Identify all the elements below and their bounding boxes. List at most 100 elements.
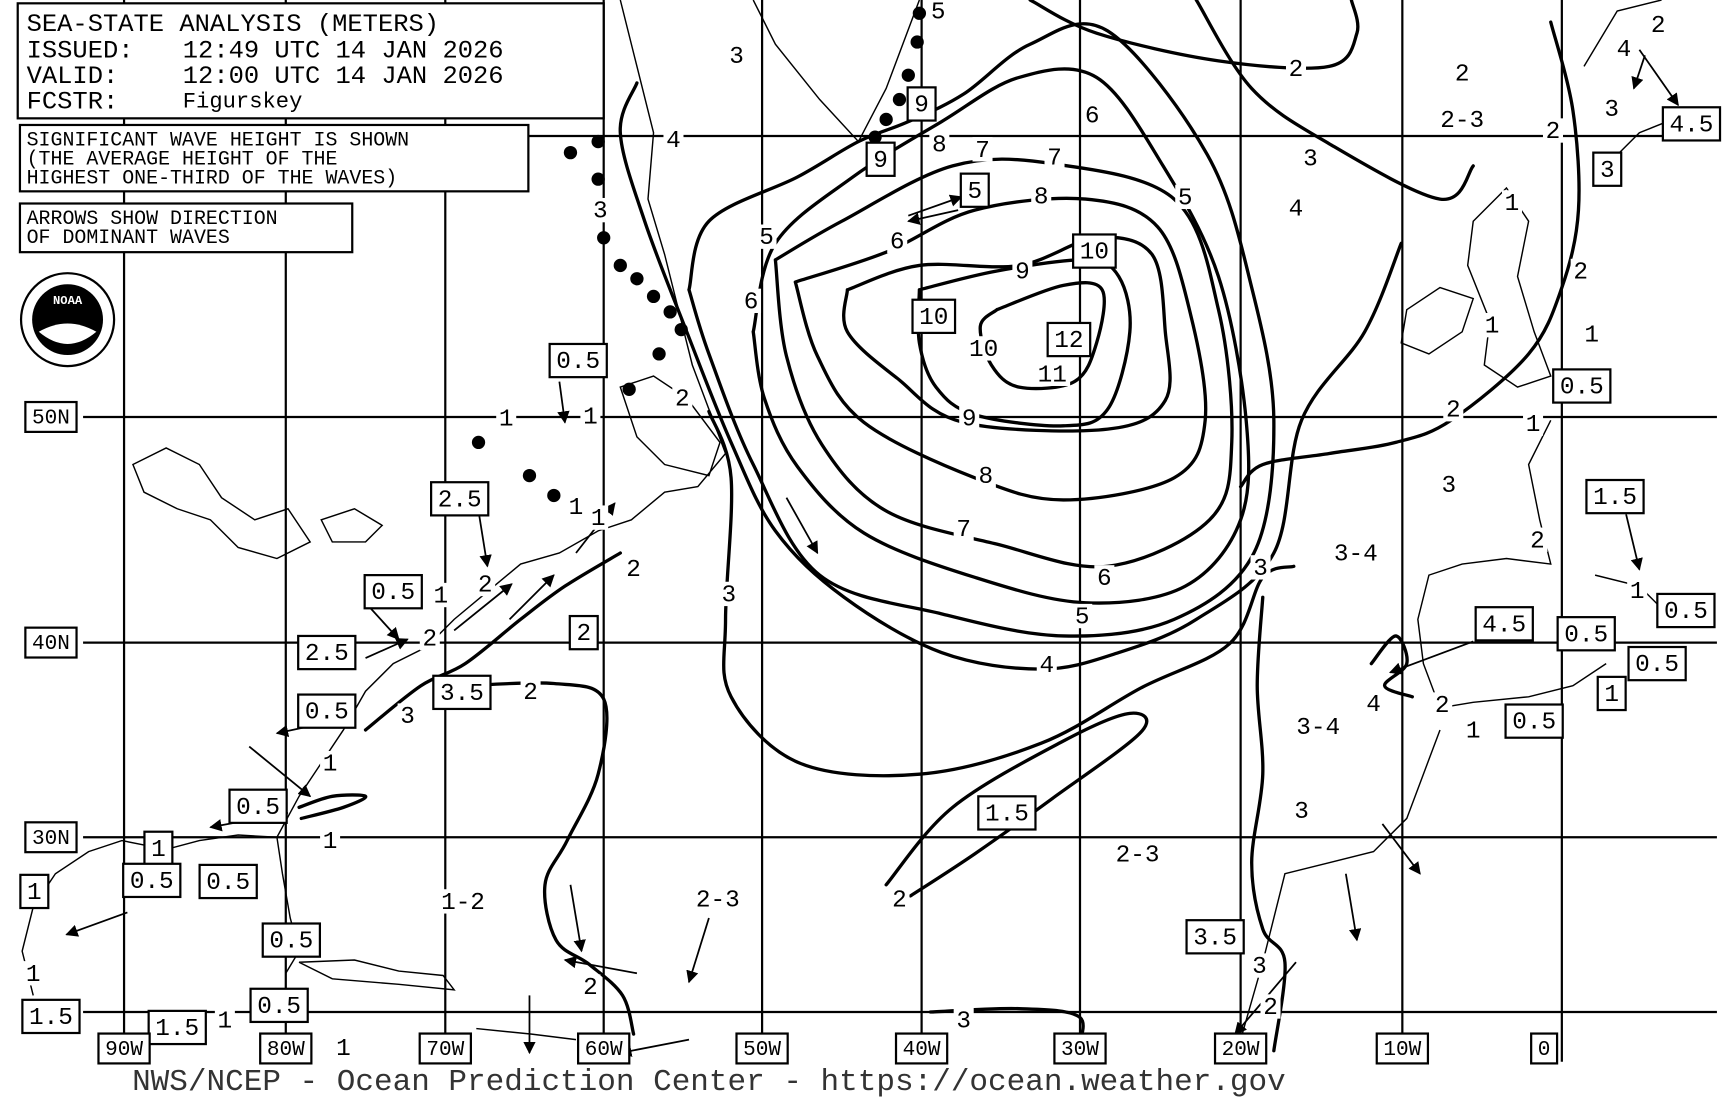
boxed-label-box — [1656, 592, 1716, 629]
note: ARROWS SHOW DIRECTION — [27, 207, 278, 230]
contour — [1369, 634, 1414, 699]
boxed-label-box — [1556, 616, 1616, 652]
contour-label-bg — [959, 405, 980, 431]
boxed-label: 0.5 — [257, 994, 301, 1021]
contour — [884, 711, 1149, 898]
ice-dot — [910, 35, 924, 49]
contour-label: 2 — [675, 387, 690, 414]
contour-label-bg — [430, 582, 451, 608]
contour-label: 9 — [1015, 260, 1030, 287]
ice-dot — [663, 305, 677, 319]
ice-dot — [901, 68, 915, 82]
boxed-label-box — [568, 614, 599, 651]
contours — [297, 0, 1581, 1058]
contour-label: 2 — [892, 888, 907, 915]
contour-label-bg — [475, 571, 496, 597]
ice-dot — [646, 289, 661, 304]
noaa-logo: NOAA — [19, 272, 116, 368]
contour-label: 1 — [323, 829, 338, 856]
contour-label: 3 — [1294, 799, 1309, 826]
contour-label: 1 — [1526, 412, 1541, 439]
contour-label: 7 — [956, 517, 971, 544]
wave-arrow — [907, 209, 959, 225]
contour-label-bg — [741, 288, 762, 313]
boxed-label: 3.5 — [440, 681, 484, 708]
boxed-label-box — [432, 674, 492, 711]
contour-label-bg — [580, 403, 601, 429]
wave-arrow — [453, 583, 513, 632]
contour-label-bg — [889, 887, 910, 912]
boxed-label-box — [1592, 151, 1623, 187]
wave-arrow — [1638, 49, 1679, 107]
contour-label-bg — [1249, 953, 1270, 978]
contour-label: 8 — [979, 464, 994, 491]
logo-label: NOAA — [53, 294, 83, 308]
boxed-label-box — [1072, 233, 1117, 269]
contour-label-bg — [663, 127, 684, 152]
contour-label: 2 — [1530, 528, 1545, 555]
longitude-label-box — [97, 1032, 151, 1065]
wave-arrow — [65, 911, 128, 937]
contour-label-bg — [953, 516, 974, 541]
longitude-label-box — [1213, 1032, 1268, 1065]
contour-label: 7 — [975, 138, 990, 165]
longitude-label-box — [418, 1032, 472, 1065]
longitude-label: 70W — [426, 1038, 464, 1062]
boxed-label-box — [198, 863, 258, 900]
contour-label: 2 — [626, 557, 641, 584]
contour-label: 1 — [1584, 323, 1599, 350]
contour-label: 3 — [1604, 97, 1619, 124]
longitude-label: 40W — [903, 1038, 941, 1062]
boxed-label: 0.5 — [1560, 375, 1604, 402]
longitude-label: 30W — [1061, 1038, 1099, 1062]
boxed-label: 10 — [1080, 240, 1109, 267]
header-box: SEA-STATE ANALYSIS (METERS) ISSUED: 12:4… — [16, 2, 605, 120]
contour-label: 2 — [1573, 260, 1588, 287]
longitude-label: 80W — [267, 1038, 305, 1062]
contour-label: 1 — [1630, 579, 1645, 606]
wave-arrow — [508, 574, 555, 620]
contour — [363, 551, 622, 732]
ice-dot — [879, 112, 893, 127]
boxed-label-box — [911, 298, 957, 335]
boxed-label: 0.5 — [236, 795, 280, 822]
contour — [1238, 20, 1581, 489]
contour-label-bg — [1031, 183, 1052, 208]
valid-label: VALID: — [27, 62, 119, 91]
contour-label: 3 — [1253, 556, 1268, 583]
boxed-label: 10 — [919, 305, 948, 332]
contour-label-bg — [1082, 102, 1103, 128]
contour-label-bg — [320, 828, 341, 853]
wave-arrow — [1631, 55, 1646, 90]
longitude-label-box — [1530, 1032, 1559, 1065]
boxed-label-box — [1661, 106, 1722, 142]
contour-label: 1 — [569, 495, 584, 522]
contour-label-bg — [672, 385, 693, 411]
contour-label-bg — [1432, 692, 1453, 717]
contour-label-bg — [23, 961, 44, 986]
ice-dot — [591, 134, 605, 149]
wave-arrow — [908, 194, 963, 217]
longitude-label: 20W — [1222, 1038, 1260, 1062]
boxed-label-box — [297, 693, 357, 729]
boxed-label: 0.5 — [556, 349, 600, 376]
wave-arrow — [1381, 823, 1421, 875]
contour-label-bg — [1542, 118, 1563, 143]
ice-dot — [892, 92, 907, 107]
note: OF DOMINANT WAVES — [27, 226, 230, 249]
boxed-label: 5 — [967, 179, 982, 206]
range-label-bg — [1330, 540, 1382, 566]
contour-label: 6 — [1097, 566, 1112, 593]
wave-arrow — [563, 955, 638, 975]
contour-label-bg — [1463, 717, 1484, 743]
boxed-label-box — [249, 987, 309, 1024]
boxed-label-box — [977, 795, 1037, 831]
contour-label: 3 — [956, 1008, 971, 1035]
ice-dot — [547, 488, 561, 503]
boxed-label-box — [21, 998, 81, 1035]
wave-arrow — [1344, 873, 1362, 942]
boxed-label-box — [19, 873, 50, 910]
contour-label-bg — [887, 228, 908, 254]
range-label-bg — [692, 887, 744, 912]
